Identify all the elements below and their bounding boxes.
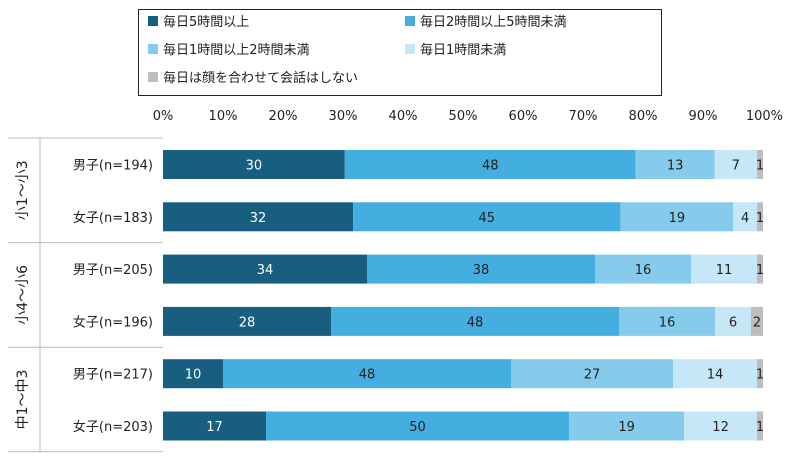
data-label-series-3: 27 [584, 368, 601, 383]
legend-swatch-4 [405, 44, 415, 54]
data-label-series-4: 12 [712, 420, 729, 435]
x-tick-label: 40% [389, 109, 418, 124]
row-label: 女子(n=196) [73, 314, 153, 330]
legend-swatch-1 [148, 16, 158, 26]
data-label-series-3: 19 [669, 211, 686, 226]
bar-segment-series-3 [595, 254, 691, 284]
bar-segment-series-2 [223, 359, 511, 389]
row-label: 女子(n=203) [73, 419, 153, 435]
bar-segment-series-1 [163, 306, 331, 336]
bar-segment-series-2 [331, 306, 619, 336]
x-tick-label: 20% [269, 109, 298, 124]
data-label-series-2: 38 [473, 263, 490, 278]
bar-segment-series-1 [163, 411, 267, 441]
data-label-series-2: 45 [478, 211, 495, 226]
bar-segment-series-4 [714, 150, 757, 179]
bar-segment-series-4 [733, 202, 758, 232]
bar-segment-series-5 [757, 254, 763, 284]
bar-segment-series-4 [673, 359, 757, 389]
x-tick-label: 100% [746, 109, 783, 124]
data-label-series-1: 30 [246, 159, 263, 174]
row-label: 男子(n=217) [73, 368, 153, 383]
row-label: 男子(n=205) [73, 263, 153, 278]
x-tick-label: 50% [449, 109, 478, 124]
row-labels: 男子(n=194) 女子(n=183) 男子(n=205) 女子(n=196) 男子(n… [73, 159, 153, 436]
data-label-series-5: 1 [756, 211, 764, 226]
bar-segment-series-5 [751, 306, 763, 336]
data-label-series-1: 32 [250, 211, 267, 226]
data-label-series-1: 34 [257, 263, 274, 278]
data-label-series-5: 1 [756, 420, 764, 435]
bar-segment-series-2 [344, 150, 636, 179]
data-label-series-2: 50 [409, 420, 426, 435]
bar-segment-series-1 [163, 359, 223, 389]
bar-segment-series-4 [684, 411, 757, 441]
legend-label-4: 毎日1時間未満 [420, 42, 506, 58]
data-label-series-1: 17 [206, 420, 223, 435]
data-label-series-3: 16 [635, 263, 652, 278]
x-tick-label: 70% [569, 109, 598, 124]
bar-segment-series-5 [756, 150, 763, 179]
data-label-series-5: 1 [756, 263, 764, 278]
bar-segment-series-1 [163, 150, 345, 179]
x-axis: 0% 10% 20% 30% 40% 50% 60% 70% 80% 90% 100% [153, 109, 783, 124]
data-label-series-4: 6 [729, 315, 737, 330]
bar-segment-series-2 [367, 254, 595, 284]
x-tick-label: 30% [329, 109, 358, 124]
bar-segment-series-4 [715, 306, 751, 336]
row-label: 女子(n=183) [73, 210, 153, 226]
data-label-series-2: 48 [359, 368, 376, 383]
legend-swatch-3 [148, 44, 158, 54]
x-tick-label: 10% [209, 109, 238, 124]
data-label-series-5: 2 [753, 315, 761, 330]
data-label-series-4: 11 [716, 263, 733, 278]
data-label-series-1: 28 [239, 315, 256, 330]
bar-segment-series-3 [620, 202, 734, 232]
data-label-series-1: 10 [185, 368, 202, 383]
bar-segment-series-1 [163, 254, 367, 284]
data-label-series-2: 48 [482, 159, 499, 174]
x-tick-label: 90% [689, 109, 718, 124]
group-label: 小1〜小3 [15, 160, 31, 220]
data-label-series-5: 1 [756, 368, 764, 383]
legend-label-1: 毎日5時間以上 [163, 14, 249, 30]
x-tick-label: 60% [509, 109, 538, 124]
legend-swatch-5 [148, 72, 158, 82]
group-label: 小4〜小6 [15, 265, 31, 325]
x-tick-label: 0% [153, 109, 174, 124]
data-label-series-4: 7 [732, 159, 740, 174]
group-labels: 小1〜小3 小4〜小6 中1〜中3 [8, 137, 163, 453]
bar-segment-series-5 [756, 411, 763, 441]
legend-box [138, 9, 662, 96]
data-label-series-3: 16 [659, 315, 676, 330]
legend-label-5: 毎日は顔を合わせて会話はしない [163, 70, 358, 86]
bar-segment-series-3 [511, 359, 673, 389]
row-label: 男子(n=194) [73, 159, 153, 174]
bar-segment-series-3 [635, 150, 715, 179]
bar-segment-series-2 [353, 202, 621, 232]
group-label: 中1〜中3 [15, 370, 31, 430]
bar-segment-series-4 [691, 254, 757, 284]
x-tick-label: 80% [629, 109, 658, 124]
bar-segment-series-5 [757, 202, 763, 232]
bar-segment-series-3 [569, 411, 685, 441]
bar-segment-series-3 [619, 306, 715, 336]
data-label-series-4: 4 [741, 211, 749, 226]
legend-swatch-2 [405, 16, 415, 26]
bars: 30 48 13 7 132 45 19 4 134 38 16 11 128 48 16 6 210 48 27 1… [163, 150, 764, 441]
bar-segment-series-2 [266, 411, 570, 441]
data-label-series-3: 13 [667, 159, 684, 174]
data-label-series-5: 1 [756, 159, 764, 174]
data-label-series-3: 19 [618, 420, 635, 435]
data-label-series-4: 14 [707, 368, 724, 383]
legend-label-3: 毎日1時間以上2時間未満 [163, 42, 310, 58]
bar-segment-series-5 [757, 359, 763, 389]
bar-segment-series-1 [163, 202, 354, 232]
legend-label-2: 毎日2時間以上5時間未満 [420, 14, 567, 30]
data-label-series-2: 48 [467, 315, 484, 330]
